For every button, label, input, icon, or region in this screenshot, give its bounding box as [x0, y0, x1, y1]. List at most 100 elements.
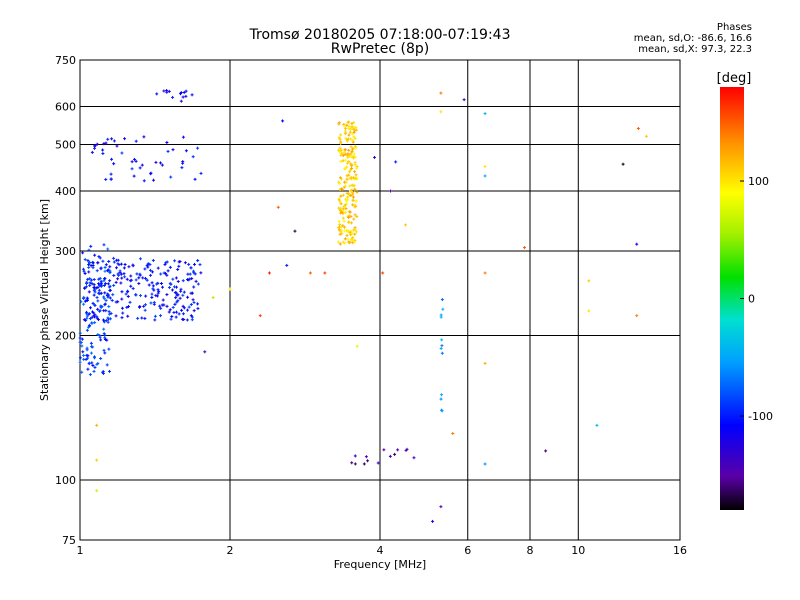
data-point [99, 338, 103, 342]
data-point [107, 312, 111, 316]
y-tick-label: 600 [55, 101, 76, 114]
data-point [285, 263, 289, 267]
data-point [92, 311, 96, 315]
data-point [102, 332, 106, 336]
data-point [338, 176, 342, 180]
data-point [89, 278, 93, 282]
data-point [349, 221, 353, 225]
data-point [354, 173, 358, 177]
data-point [155, 282, 159, 286]
data-point [85, 298, 89, 302]
data-point [160, 163, 164, 167]
data-point [78, 331, 82, 335]
data-point [393, 452, 397, 456]
data-point [373, 155, 377, 159]
data-point [93, 144, 97, 148]
data-point [192, 309, 196, 313]
data-point [346, 198, 350, 202]
data-point [483, 112, 487, 116]
data-point [345, 202, 349, 206]
data-point [342, 219, 346, 223]
data-point [106, 292, 110, 296]
data-point [196, 146, 200, 150]
data-point [88, 306, 92, 310]
data-point [109, 311, 113, 315]
data-point [339, 133, 343, 137]
data-point [95, 316, 99, 320]
data-point [116, 262, 120, 266]
data-point [103, 337, 107, 341]
data-point [149, 268, 153, 272]
data-point [112, 273, 116, 277]
data-point [174, 315, 178, 319]
data-point [150, 281, 154, 285]
data-point [353, 228, 357, 232]
data-point [483, 462, 487, 466]
data-point [181, 160, 185, 164]
data-point [439, 505, 443, 509]
data-point [141, 276, 145, 280]
data-point [440, 393, 444, 397]
data-point [362, 462, 366, 466]
data-point [352, 152, 356, 156]
chart-subtitle: RwPretec (8p) [330, 41, 430, 57]
data-point [104, 263, 108, 267]
data-point [355, 344, 359, 348]
colorbar-tick-label: -100 [748, 410, 773, 423]
data-point [119, 281, 123, 285]
data-point [102, 295, 106, 299]
data-point [350, 122, 354, 126]
data-point [187, 262, 191, 266]
data-point [351, 192, 355, 196]
data-point [184, 89, 188, 93]
data-point [97, 255, 101, 259]
data-point [112, 256, 116, 260]
data-point [354, 230, 358, 234]
data-point [93, 253, 97, 257]
data-point [109, 172, 113, 176]
data-point [111, 293, 115, 297]
data-point [119, 272, 123, 276]
data-point [340, 210, 344, 214]
data-point [381, 271, 385, 275]
data-point [134, 139, 138, 143]
data-point [126, 314, 130, 318]
data-point [182, 317, 186, 321]
data-point [347, 214, 351, 218]
y-tick-label: 300 [55, 245, 76, 258]
data-point [439, 397, 443, 401]
data-point [412, 456, 416, 460]
data-point [523, 246, 527, 250]
data-point [176, 299, 180, 303]
data-point [345, 123, 349, 127]
data-point [352, 217, 356, 221]
data-point [343, 167, 347, 171]
data-point [137, 282, 141, 286]
data-point [104, 177, 108, 181]
data-point [339, 141, 343, 145]
data-point [342, 229, 346, 233]
data-point [167, 89, 171, 93]
data-point [142, 135, 146, 139]
data-point [354, 199, 358, 203]
data-point [82, 302, 86, 306]
y-tick-label: 200 [55, 330, 76, 343]
data-point [165, 304, 169, 308]
data-point [199, 171, 203, 175]
x-tick-label: 16 [673, 544, 687, 557]
data-point [351, 195, 355, 199]
data-point [93, 321, 97, 325]
data-point [80, 344, 84, 348]
data-point [198, 263, 202, 267]
x-tick-label: 4 [377, 544, 384, 557]
data-point [101, 371, 105, 375]
data-point [106, 268, 110, 272]
data-point [267, 271, 271, 275]
data-point [353, 187, 357, 191]
data-point [347, 126, 351, 130]
data-point [159, 306, 163, 310]
data-point [110, 157, 114, 161]
data-point [102, 320, 106, 324]
data-point [168, 308, 172, 312]
